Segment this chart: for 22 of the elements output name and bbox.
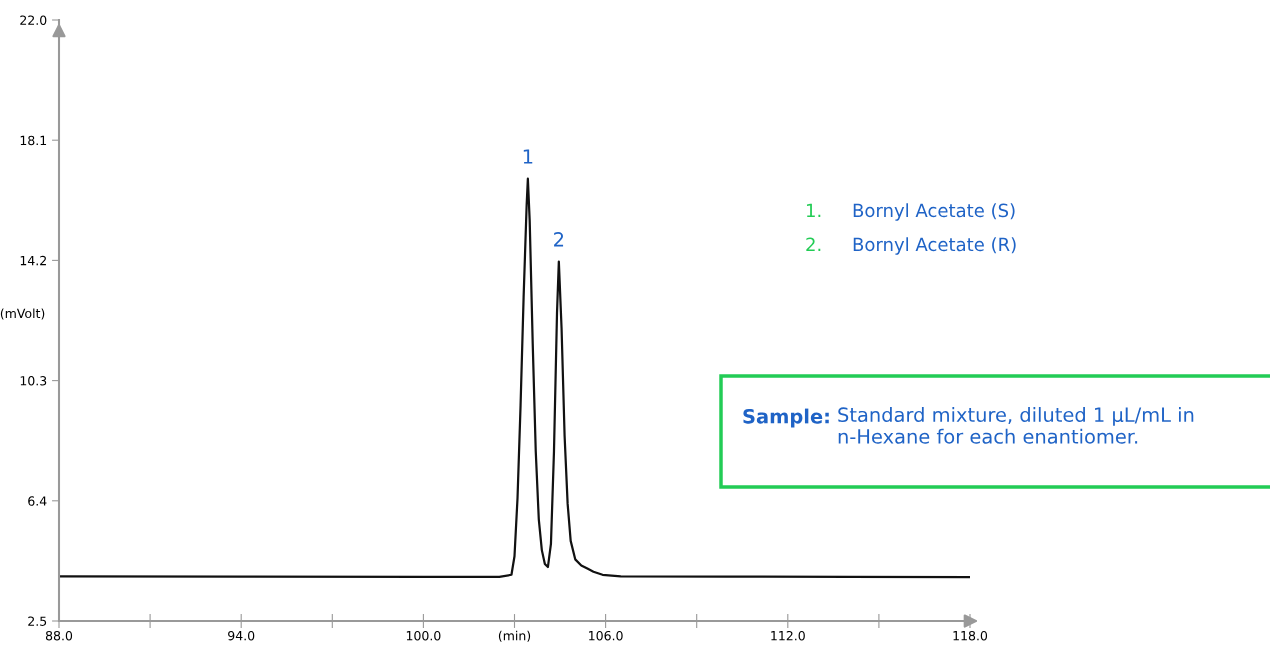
- y-tick-label: 2.5: [28, 616, 47, 626]
- annotation: Bornyl Acetate (R): [853, 237, 1016, 255]
- annotation: 1: [523, 149, 533, 164]
- annotation: 2.: [806, 237, 821, 251]
- x-tick-label: 100.0: [406, 630, 441, 641]
- y-tick-label: 6.4: [28, 496, 47, 506]
- x-tick-label: 88.0: [45, 630, 73, 641]
- annotation: 1.: [806, 203, 821, 217]
- annotation: Standard mixture, diluted 1 µL/mL in n-Hexane for each enantiomer.: [838, 407, 1194, 444]
- x-tick-label: 112.0: [771, 630, 805, 641]
- y-tick-label: 18.1: [20, 135, 47, 146]
- annotation: 2: [554, 232, 564, 247]
- y-tick-label: 10.3: [20, 376, 47, 386]
- y-axis-title: (mVolt): [0, 308, 45, 320]
- y-tick-label: 22.0: [20, 15, 47, 25]
- x-tick-label: 94.0: [228, 630, 255, 641]
- x-tick-label: 118.0: [953, 630, 988, 641]
- y-tick-label: 14.2: [20, 255, 46, 266]
- annotation: Sample:: [743, 408, 829, 428]
- x-tick-label: 106.0: [589, 630, 623, 641]
- x-tick-label: (min): [498, 630, 531, 642]
- annotation: Bornyl Acetate (S): [853, 203, 1015, 221]
